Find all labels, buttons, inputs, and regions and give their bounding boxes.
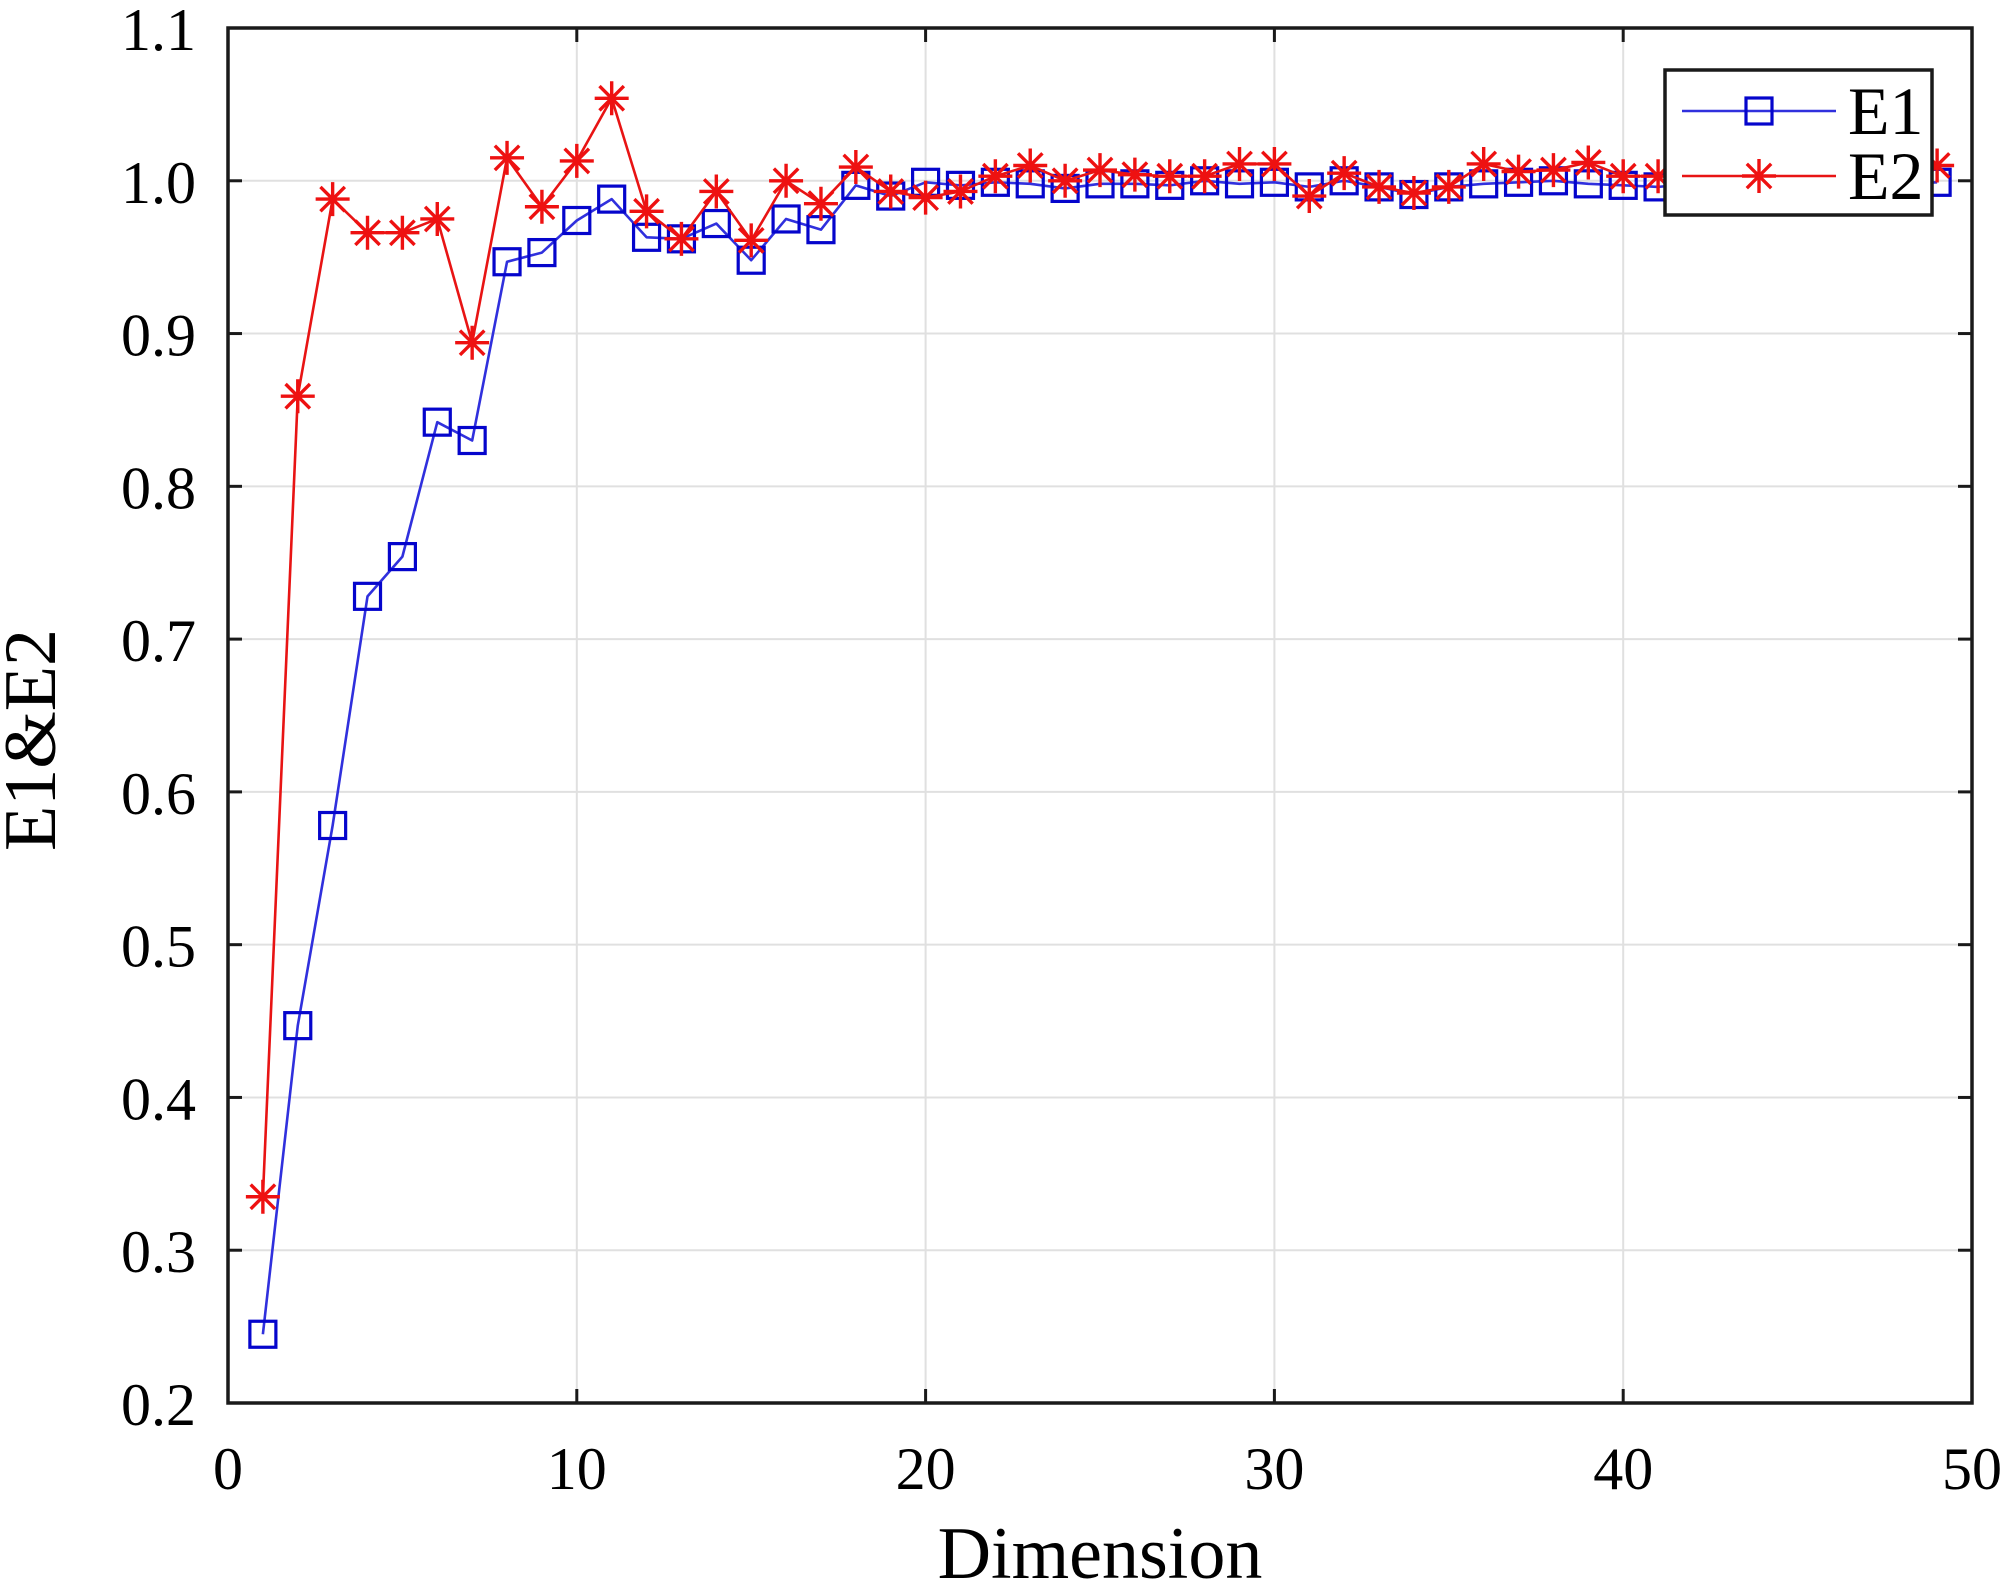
legend-e2-asterisk-marker (1742, 159, 1776, 193)
e2-asterisk-marker (838, 150, 873, 185)
e2-asterisk-marker (315, 182, 350, 217)
e1-square-marker (283, 1011, 313, 1041)
e1-square-marker (701, 208, 731, 239)
e2-asterisk-marker (873, 174, 908, 209)
y-axis-label: E1&E2 (0, 629, 72, 851)
x-tick-label: 10 (547, 1436, 607, 1502)
e2-asterisk-marker (629, 194, 664, 229)
e1-square-marker (248, 1319, 278, 1349)
y-tick-label: 0.6 (121, 761, 196, 827)
x-tick-label: 40 (1593, 1436, 1653, 1502)
e2-asterisk-marker (1117, 157, 1152, 192)
x-tick-label: 20 (896, 1436, 956, 1502)
e2-asterisk-marker (1501, 154, 1536, 189)
legend: E1 E2 (1663, 68, 1934, 217)
x-tick-label: 0 (213, 1436, 243, 1502)
y-tick-label: 0.8 (121, 455, 196, 521)
y-tick-label: 1.1 (121, 0, 196, 63)
y-tick-label: 0.7 (121, 608, 196, 674)
y-tick-label: 0.4 (121, 1066, 196, 1132)
e2-asterisk-marker (908, 180, 943, 215)
e2-asterisk-marker (1571, 145, 1606, 180)
legend-e1-label: E1 (1848, 73, 1924, 149)
e2-asterisk-marker (245, 1179, 280, 1214)
legend-e2-label: E2 (1848, 138, 1924, 214)
legend-box (1663, 68, 1934, 217)
e1-square-marker (352, 581, 383, 611)
e2-asterisk-marker (664, 221, 699, 256)
e2-asterisk-marker (559, 143, 594, 178)
e2-asterisk-marker (1327, 156, 1362, 191)
e2-asterisk-marker (1048, 163, 1083, 198)
y-tick-label: 0.3 (121, 1219, 196, 1285)
axes-frame (226, 26, 1974, 1405)
e1-square-marker (422, 407, 452, 437)
e2-asterisk-marker (699, 174, 734, 209)
e2-asterisk-marker (803, 186, 838, 221)
e2-asterisk-marker (1536, 153, 1571, 188)
e2-asterisk-marker (280, 379, 315, 414)
tick-labels: 0 10 20 30 40 50 0.2 0.3 0.4 0.5 0.6 0.7 0.8 0.9 1.0 1.… (121, 0, 2002, 1502)
e2-asterisk-marker (769, 163, 804, 198)
e1-square-marker (527, 237, 557, 268)
e1-square-marker (771, 204, 801, 234)
e2-asterisk-marker (524, 189, 559, 224)
e2-asterisk-marker (1641, 159, 1676, 194)
axis-ticks (226, 26, 1974, 1405)
e1-square-marker (492, 247, 522, 277)
e2-asterisk-marker (1083, 153, 1117, 188)
y-tick-label: 0.9 (121, 303, 196, 369)
e2-asterisk-marker (594, 81, 629, 116)
e2-asterisk-marker (734, 223, 769, 258)
e2-asterisk-marker (1396, 176, 1431, 210)
e2-asterisk-marker (1187, 159, 1222, 194)
e2-asterisk-marker (1920, 148, 1955, 183)
e2-asterisk-marker (350, 215, 385, 250)
e2-asterisk-marker (385, 215, 420, 250)
y-tick-label: 1.0 (121, 150, 196, 216)
e2-asterisk-marker (1152, 159, 1187, 194)
e2-asterisk-marker (490, 140, 525, 175)
x-axis-label: Dimension (938, 1513, 1263, 1593)
e2-asterisk-marker (1257, 146, 1292, 181)
e2-asterisk-marker (1431, 169, 1466, 204)
e1-square-marker (562, 205, 592, 236)
x-tick-label: 30 (1244, 1436, 1304, 1502)
plot-background (228, 28, 1972, 1403)
e2-asterisk-marker (943, 174, 978, 209)
e2-asterisk-marker (1362, 169, 1397, 204)
e1-square-marker (457, 425, 487, 456)
e2-asterisk-marker (420, 201, 455, 236)
e1-square-marker (387, 542, 417, 572)
e2-asterisk-marker (455, 325, 490, 360)
grid-lines (228, 28, 1972, 1403)
legend-e1-square-marker (1744, 96, 1774, 126)
e2-asterisk-marker (1222, 146, 1257, 181)
e2-asterisk-marker (1606, 159, 1641, 194)
e2-asterisk-marker (1013, 148, 1048, 183)
e2-asterisk-marker (978, 159, 1013, 194)
e2-asterisk-marker (1466, 146, 1501, 181)
y-tick-label: 0.5 (121, 914, 196, 980)
x-tick-label: 50 (1942, 1436, 2002, 1502)
plot-border (226, 26, 1974, 1405)
e1-square-marker (597, 184, 627, 214)
e1-square-marker (318, 810, 348, 841)
e2-asterisk-marker (1292, 179, 1327, 214)
y-tick-label: 0.2 (121, 1372, 196, 1438)
